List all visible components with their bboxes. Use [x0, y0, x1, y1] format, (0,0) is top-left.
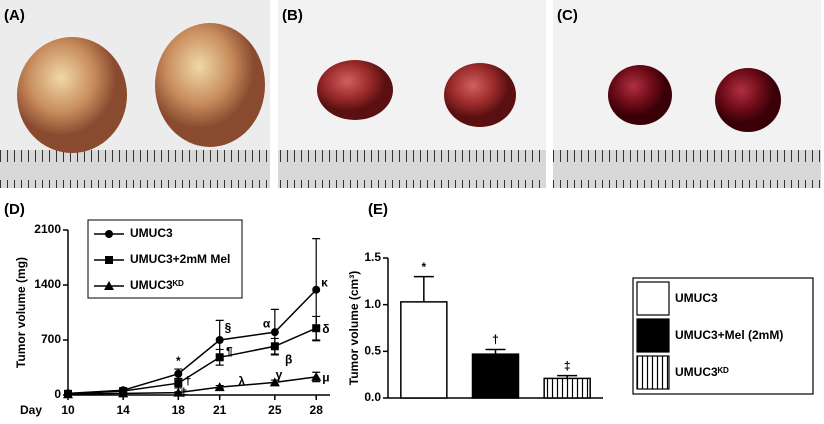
bar-symbol: *	[421, 260, 426, 274]
marker	[312, 324, 320, 332]
x-axis-title: Day	[20, 403, 42, 417]
marker	[105, 256, 113, 264]
legend-label: UMUC3+Mel (2mM)	[675, 328, 783, 342]
annotation: ¶	[226, 345, 233, 359]
marker	[216, 336, 224, 344]
panel-label: (D)	[4, 201, 25, 218]
marker	[271, 342, 279, 350]
panel-label: (A)	[4, 7, 25, 24]
legend-swatch	[637, 356, 669, 389]
marker	[271, 328, 279, 336]
marker	[312, 286, 320, 294]
x-tick-label: 21	[213, 403, 227, 417]
photo-b	[278, 0, 546, 188]
annotation: μ	[322, 371, 329, 385]
legend-label: UMUC3ᴷᴰ	[675, 365, 729, 379]
bar	[401, 302, 447, 398]
series-line	[68, 328, 316, 394]
annotation: α	[263, 316, 271, 330]
y-tick-label: 0.0	[364, 390, 381, 404]
marker	[311, 372, 321, 381]
bar-symbol: ‡	[564, 359, 571, 373]
error-bar	[414, 277, 434, 302]
annotation: γ	[276, 368, 283, 382]
y-tick-label: 1.0	[364, 297, 381, 311]
annotation: §	[225, 320, 232, 334]
legend-swatch	[637, 282, 669, 315]
x-tick-label: 28	[310, 403, 324, 417]
bar	[473, 354, 519, 398]
annotation: β	[285, 353, 292, 367]
y-tick-label: 2100	[34, 222, 61, 236]
y-tick-label: 1.5	[364, 250, 381, 264]
y-tick-label: 0.5	[364, 344, 381, 358]
y-tick-label: 700	[41, 332, 61, 346]
annotation: λ	[238, 374, 245, 388]
marker	[216, 353, 224, 361]
annotation: *	[176, 354, 181, 368]
x-tick-label: 14	[116, 403, 130, 417]
y-tick-label: 0	[54, 387, 61, 401]
x-tick-label: 25	[268, 403, 282, 417]
legend-label: UMUC3	[130, 226, 173, 240]
y-axis-title: Tumor volume (cm³)	[347, 271, 361, 385]
x-tick-label: 18	[172, 403, 186, 417]
panel-label: (E)	[368, 201, 388, 218]
annotation: δ	[322, 322, 329, 336]
y-axis-title: Tumor volume (mg)	[14, 257, 28, 368]
panel-label: (C)	[557, 7, 578, 24]
y-tick-label: 1400	[34, 277, 61, 291]
annotation: κ	[321, 276, 328, 290]
legend-label: UMUC3	[675, 291, 718, 305]
bar-symbol: †	[492, 333, 499, 347]
marker	[174, 370, 182, 378]
marker	[105, 230, 113, 238]
panel-label: (B)	[282, 7, 303, 24]
photo-a	[0, 0, 270, 188]
x-tick-label: 10	[61, 403, 75, 417]
photo-c	[553, 0, 821, 188]
legend-swatch	[637, 319, 669, 352]
legend-label: UMUC3ᴷᴰ	[130, 278, 184, 292]
annotation: ‡	[180, 386, 187, 400]
bar	[544, 378, 590, 398]
legend-label: UMUC3+2mM Mel	[130, 252, 230, 266]
